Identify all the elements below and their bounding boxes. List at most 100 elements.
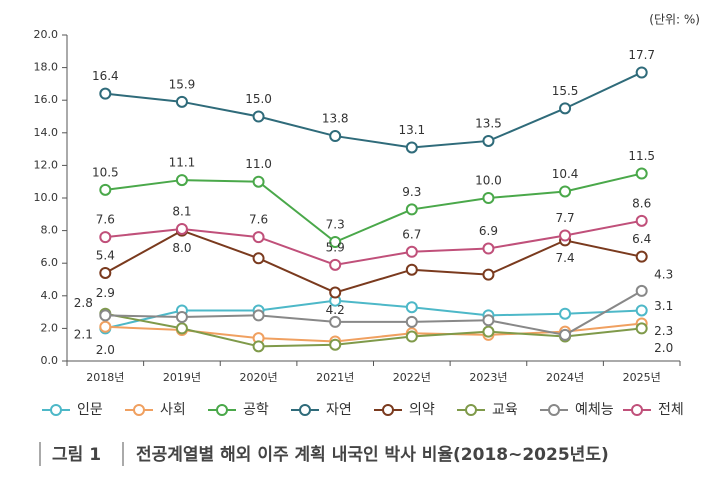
data-point bbox=[635, 284, 648, 297]
y-tick-label: 6.0 bbox=[41, 256, 59, 269]
x-tick-label: 2018년 bbox=[86, 371, 124, 384]
value-label: 2.8 bbox=[74, 296, 93, 310]
data-point bbox=[175, 310, 188, 323]
legend-marker bbox=[133, 404, 145, 416]
data-point bbox=[405, 263, 418, 276]
legend-label: 예체능 bbox=[575, 402, 614, 418]
value-label: 7.6 bbox=[96, 213, 115, 227]
legend-marker bbox=[50, 404, 62, 416]
value-label: 15.5 bbox=[552, 84, 579, 98]
data-point bbox=[252, 175, 265, 188]
data-point bbox=[252, 340, 265, 353]
value-label: 11.0 bbox=[245, 157, 272, 171]
data-point bbox=[482, 325, 495, 338]
value-label: 10.0 bbox=[475, 174, 502, 188]
legend-label: 인문 bbox=[77, 402, 103, 418]
value-label: 7.3 bbox=[326, 218, 345, 232]
data-point bbox=[559, 185, 572, 198]
value-label: 7.6 bbox=[249, 213, 268, 227]
figure-label: 그림 1 bbox=[52, 445, 101, 465]
data-point bbox=[482, 314, 495, 327]
x-tick-label: 2024년 bbox=[546, 371, 584, 384]
value-label: 8.0 bbox=[172, 241, 191, 255]
value-label: 10.5 bbox=[92, 165, 119, 179]
series-line bbox=[105, 312, 642, 348]
value-label: 11.5 bbox=[628, 149, 655, 163]
y-tick-label: 12.0 bbox=[34, 158, 59, 171]
x-tick-label: 2021년 bbox=[316, 371, 354, 384]
value-label: 4.2 bbox=[326, 303, 345, 317]
legend-label: 자연 bbox=[326, 402, 352, 418]
legend-label: 사회 bbox=[160, 402, 186, 418]
data-point bbox=[635, 322, 648, 335]
data-point bbox=[635, 304, 648, 317]
data-point bbox=[559, 328, 572, 341]
data-point bbox=[175, 174, 188, 187]
data-point bbox=[252, 110, 265, 123]
legend-marker bbox=[299, 404, 311, 416]
data-point bbox=[329, 315, 342, 328]
y-tick-label: 14.0 bbox=[34, 126, 59, 139]
x-tick-label: 2019년 bbox=[163, 371, 201, 384]
legend-label: 공학 bbox=[243, 402, 269, 418]
data-point bbox=[405, 245, 418, 258]
legend-marker bbox=[382, 404, 394, 416]
data-point bbox=[635, 214, 648, 227]
value-label: 7.4 bbox=[556, 251, 575, 265]
value-label: 13.8 bbox=[322, 112, 349, 126]
value-label: 17.7 bbox=[628, 48, 655, 62]
x-tick-label: 2020년 bbox=[240, 371, 278, 384]
legend-marker bbox=[465, 404, 477, 416]
value-label: 2.9 bbox=[96, 286, 115, 300]
y-tick-label: 10.0 bbox=[34, 191, 59, 204]
data-point bbox=[405, 203, 418, 216]
data-point bbox=[99, 183, 112, 196]
value-label: 6.9 bbox=[479, 224, 498, 238]
data-point bbox=[482, 268, 495, 281]
data-point bbox=[329, 286, 342, 299]
value-label: 13.5 bbox=[475, 116, 502, 130]
legend-marker bbox=[216, 404, 228, 416]
legend-label: 교육 bbox=[492, 402, 518, 418]
data-point bbox=[482, 242, 495, 255]
data-point bbox=[635, 250, 648, 263]
data-point bbox=[252, 309, 265, 322]
y-tick-label: 2.0 bbox=[41, 321, 59, 334]
data-point bbox=[329, 130, 342, 143]
value-label: 7.7 bbox=[556, 211, 575, 225]
data-point bbox=[329, 258, 342, 271]
data-point bbox=[405, 315, 418, 328]
value-label: 2.0 bbox=[96, 343, 115, 357]
series-line bbox=[105, 71, 643, 149]
data-point bbox=[559, 307, 572, 320]
value-label: 2.0 bbox=[654, 341, 673, 355]
value-label: 2.1 bbox=[74, 327, 93, 341]
data-point bbox=[252, 231, 265, 244]
unit-label: (단위: %) bbox=[649, 13, 700, 27]
data-point bbox=[175, 222, 188, 235]
value-label: 11.1 bbox=[169, 156, 196, 170]
value-label: 2.3 bbox=[654, 324, 673, 338]
data-point bbox=[99, 309, 112, 322]
caption-title: 전공계열별 해외 이주 계획 내국인 박사 비율(2018~2025년도) bbox=[136, 445, 609, 465]
series-line bbox=[105, 290, 643, 336]
value-label: 15.0 bbox=[245, 92, 272, 106]
y-tick-label: 0.0 bbox=[41, 354, 59, 367]
data-point bbox=[405, 301, 418, 314]
data-point bbox=[99, 266, 112, 279]
series-line bbox=[105, 172, 642, 244]
data-point bbox=[482, 192, 495, 204]
data-point bbox=[99, 87, 112, 100]
data-point bbox=[329, 236, 342, 249]
value-label: 4.3 bbox=[654, 267, 673, 281]
data-point bbox=[482, 134, 495, 147]
data-point bbox=[175, 322, 188, 335]
series-line bbox=[105, 219, 642, 266]
data-point bbox=[559, 102, 572, 115]
data-point bbox=[175, 95, 188, 108]
value-label: 5.4 bbox=[96, 248, 115, 262]
data-point bbox=[635, 66, 648, 79]
y-tick-label: 18.0 bbox=[34, 61, 59, 74]
series-line bbox=[105, 299, 642, 330]
